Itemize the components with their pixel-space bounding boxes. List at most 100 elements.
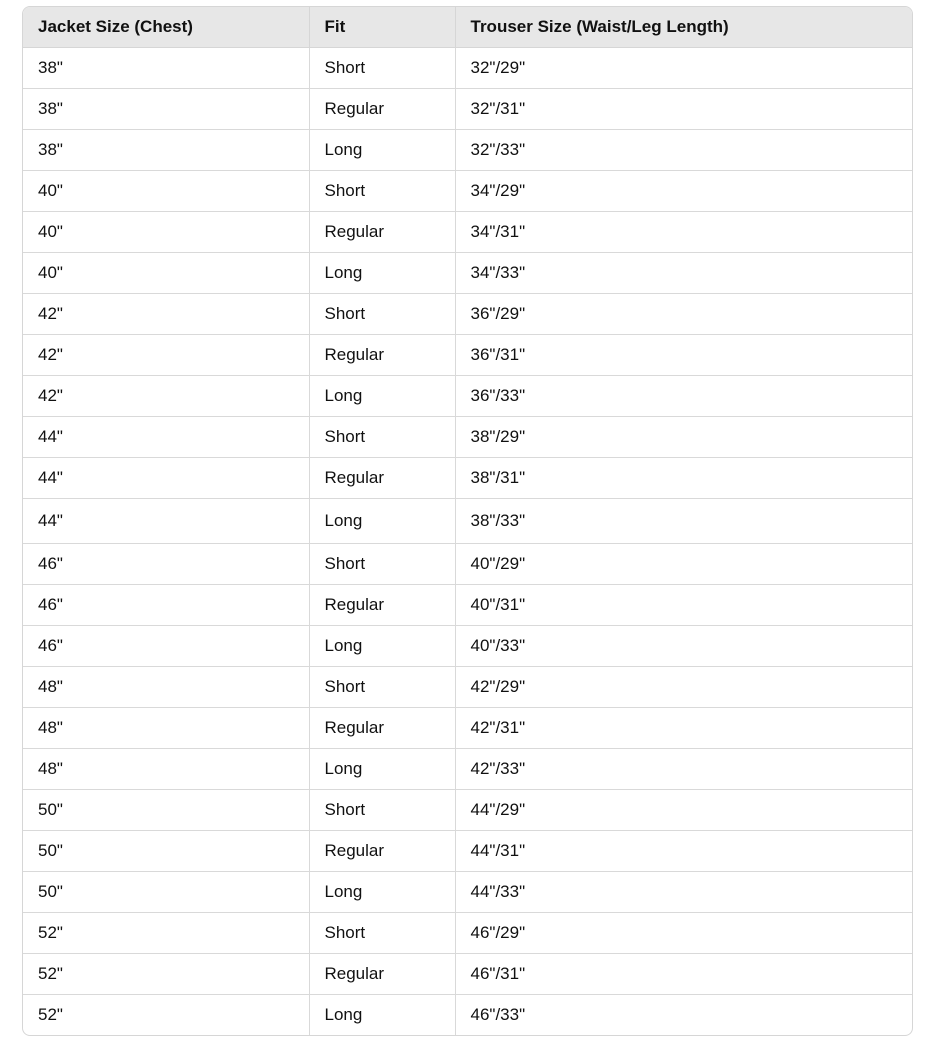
cell-jacket-size: 42" [23, 293, 310, 335]
cell-fit: Regular [309, 88, 456, 130]
table-row: 50" Long 44"/33" [23, 871, 912, 913]
cell-jacket-size: 42" [23, 375, 310, 417]
cell-jacket-size: 40" [23, 252, 310, 294]
cell-trouser-size: 42"/33" [455, 748, 912, 790]
cell-jacket-size: 52" [23, 994, 310, 1035]
cell-jacket-size: 48" [23, 707, 310, 749]
cell-fit: Short [309, 293, 456, 335]
table-row: 46" Regular 40"/31" [23, 584, 912, 626]
cell-trouser-size: 42"/29" [455, 666, 912, 708]
table-row: 44" Long 38"/33" [23, 498, 912, 544]
cell-jacket-size: 46" [23, 625, 310, 667]
cell-jacket-size: 42" [23, 334, 310, 376]
table-row: 46" Short 40"/29" [23, 543, 912, 585]
cell-trouser-size: 42"/31" [455, 707, 912, 749]
cell-jacket-size: 50" [23, 871, 310, 913]
cell-fit: Regular [309, 334, 456, 376]
cell-fit: Regular [309, 830, 456, 872]
cell-trouser-size: 38"/33" [455, 498, 912, 544]
header-trouser-size: Trouser Size (Waist/Leg Length) [455, 7, 912, 48]
cell-trouser-size: 46"/29" [455, 912, 912, 954]
cell-jacket-size: 46" [23, 584, 310, 626]
cell-fit: Long [309, 375, 456, 417]
cell-fit: Long [309, 994, 456, 1035]
cell-trouser-size: 36"/33" [455, 375, 912, 417]
cell-trouser-size: 32"/29" [455, 47, 912, 89]
table-row: 52" Long 46"/33" [23, 994, 912, 1035]
cell-fit: Long [309, 498, 456, 544]
cell-fit: Regular [309, 211, 456, 253]
table-row: 44" Short 38"/29" [23, 416, 912, 458]
cell-fit: Regular [309, 584, 456, 626]
cell-trouser-size: 40"/31" [455, 584, 912, 626]
table-row: 50" Regular 44"/31" [23, 830, 912, 872]
cell-jacket-size: 44" [23, 457, 310, 499]
cell-trouser-size: 34"/29" [455, 170, 912, 212]
cell-fit: Short [309, 416, 456, 458]
cell-trouser-size: 36"/29" [455, 293, 912, 335]
cell-jacket-size: 38" [23, 47, 310, 89]
table-row: 42" Long 36"/33" [23, 375, 912, 417]
cell-trouser-size: 34"/33" [455, 252, 912, 294]
cell-jacket-size: 38" [23, 129, 310, 171]
cell-trouser-size: 32"/33" [455, 129, 912, 171]
cell-trouser-size: 36"/31" [455, 334, 912, 376]
cell-fit: Short [309, 912, 456, 954]
cell-fit: Regular [309, 953, 456, 995]
table-row: 40" Short 34"/29" [23, 170, 912, 212]
cell-jacket-size: 40" [23, 170, 310, 212]
table-row: 42" Regular 36"/31" [23, 334, 912, 376]
cell-fit: Short [309, 47, 456, 89]
table-row: 40" Regular 34"/31" [23, 211, 912, 253]
table-row: 44" Regular 38"/31" [23, 457, 912, 499]
cell-jacket-size: 50" [23, 789, 310, 831]
cell-fit: Long [309, 748, 456, 790]
cell-fit: Short [309, 543, 456, 585]
table-row: 48" Short 42"/29" [23, 666, 912, 708]
cell-trouser-size: 40"/33" [455, 625, 912, 667]
size-table: Jacket Size (Chest) Fit Trouser Size (Wa… [23, 7, 912, 1035]
cell-jacket-size: 40" [23, 211, 310, 253]
cell-trouser-size: 38"/29" [455, 416, 912, 458]
cell-fit: Short [309, 666, 456, 708]
cell-fit: Long [309, 871, 456, 913]
cell-jacket-size: 44" [23, 498, 310, 544]
cell-jacket-size: 50" [23, 830, 310, 872]
size-table-container: Jacket Size (Chest) Fit Trouser Size (Wa… [22, 6, 913, 1036]
cell-trouser-size: 44"/31" [455, 830, 912, 872]
cell-trouser-size: 32"/31" [455, 88, 912, 130]
cell-fit: Short [309, 789, 456, 831]
cell-jacket-size: 44" [23, 416, 310, 458]
cell-jacket-size: 46" [23, 543, 310, 585]
cell-fit: Long [309, 625, 456, 667]
table-row: 38" Regular 32"/31" [23, 88, 912, 130]
table-row: 46" Long 40"/33" [23, 625, 912, 667]
table-row: 50" Short 44"/29" [23, 789, 912, 831]
cell-trouser-size: 40"/29" [455, 543, 912, 585]
cell-trouser-size: 44"/33" [455, 871, 912, 913]
table-row: 52" Regular 46"/31" [23, 953, 912, 995]
table-row: 52" Short 46"/29" [23, 912, 912, 954]
cell-jacket-size: 52" [23, 953, 310, 995]
cell-fit: Long [309, 252, 456, 294]
header-jacket-size: Jacket Size (Chest) [23, 7, 310, 48]
table-row: 42" Short 36"/29" [23, 293, 912, 335]
table-row: 48" Regular 42"/31" [23, 707, 912, 749]
header-fit: Fit [309, 7, 456, 48]
cell-jacket-size: 52" [23, 912, 310, 954]
cell-trouser-size: 34"/31" [455, 211, 912, 253]
cell-jacket-size: 38" [23, 88, 310, 130]
cell-fit: Regular [309, 457, 456, 499]
cell-fit: Regular [309, 707, 456, 749]
table-row: 48" Long 42"/33" [23, 748, 912, 790]
cell-fit: Long [309, 129, 456, 171]
table-row: 38" Short 32"/29" [23, 47, 912, 89]
cell-trouser-size: 44"/29" [455, 789, 912, 831]
cell-trouser-size: 46"/31" [455, 953, 912, 995]
cell-trouser-size: 46"/33" [470, 1005, 526, 1024]
cell-jacket-size: 48" [23, 748, 310, 790]
cell-jacket-size: 48" [23, 666, 310, 708]
cell-fit: Short [309, 170, 456, 212]
cell-trouser-size: 38"/31" [455, 457, 912, 499]
table-row: 40" Long 34"/33" [23, 252, 912, 294]
